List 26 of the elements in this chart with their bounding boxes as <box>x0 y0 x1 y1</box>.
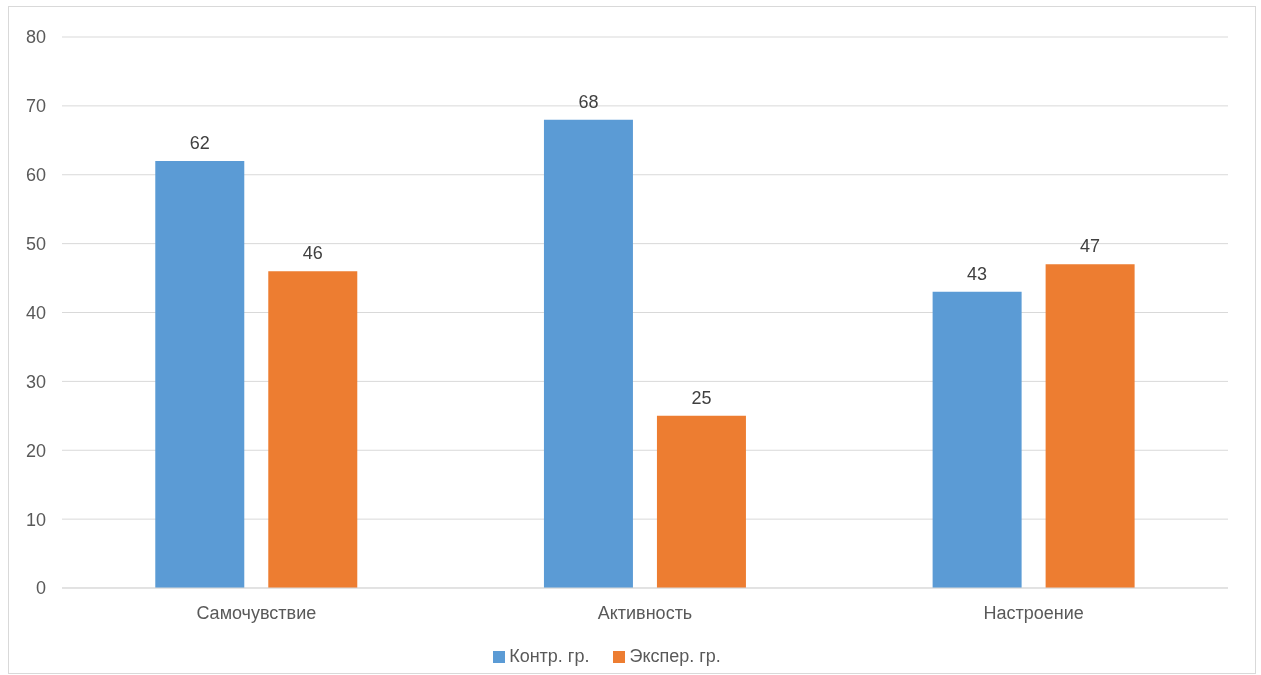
legend-label: Контр. гр. <box>509 646 590 666</box>
data-label: 43 <box>967 263 988 284</box>
bar <box>932 291 1022 588</box>
x-tick-label: Настроение <box>983 602 1084 623</box>
bar <box>656 415 746 588</box>
data-label: 25 <box>691 387 712 408</box>
data-label: 46 <box>302 243 323 264</box>
data-label: 47 <box>1080 236 1101 257</box>
y-tick-label: 0 <box>35 578 46 599</box>
y-tick-label: 60 <box>25 165 46 186</box>
x-tick-label: Активность <box>597 602 693 623</box>
y-tick-label: 20 <box>25 440 46 461</box>
y-tick-label: 70 <box>25 96 46 117</box>
bar <box>268 271 358 588</box>
bar <box>1045 264 1135 588</box>
y-tick-label: 50 <box>25 234 46 255</box>
x-tick-label: Самочувствие <box>196 602 317 623</box>
bar <box>543 119 633 588</box>
y-tick-label: 30 <box>25 371 46 392</box>
data-label: 68 <box>578 91 599 112</box>
y-tick-label: 80 <box>25 27 46 48</box>
bar <box>155 160 245 588</box>
data-label: 62 <box>189 132 210 153</box>
y-tick-label: 40 <box>25 302 46 323</box>
legend-label: Экспер. гр. <box>629 646 721 666</box>
y-tick-label: 10 <box>25 509 46 530</box>
